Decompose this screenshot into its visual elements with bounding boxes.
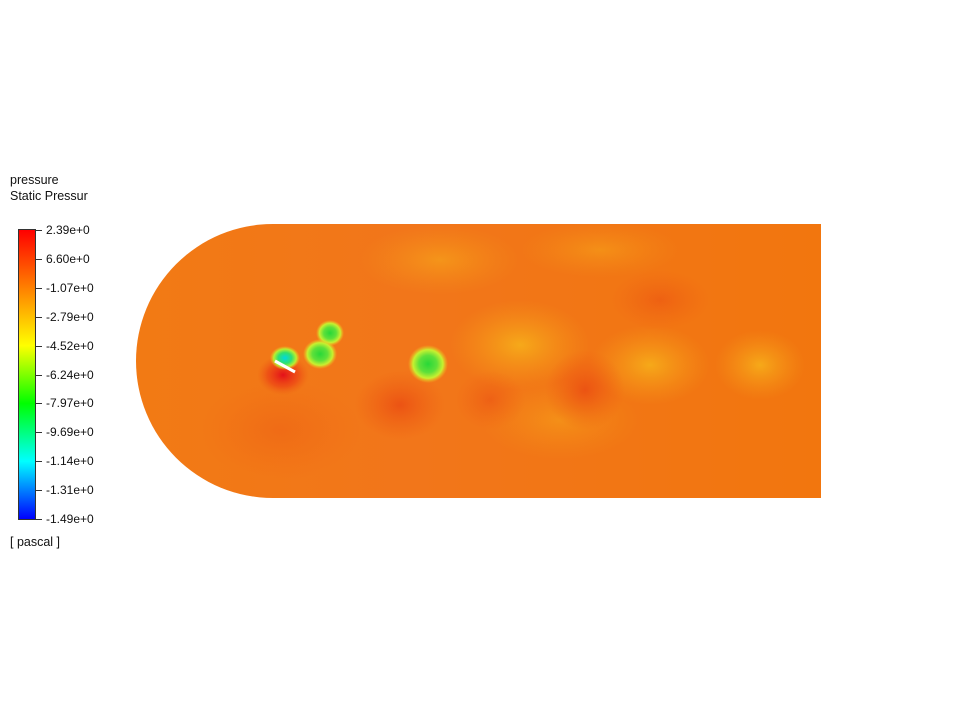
colorbar-tick [36, 258, 42, 260]
colorbar-tick [36, 461, 42, 463]
colorbar-tick-label: -1.14e+0 [46, 454, 94, 469]
colorbar-tick [36, 432, 42, 434]
colorbar-tick-label: -9.69e+0 [46, 425, 94, 440]
flow-domain [136, 224, 821, 498]
colorbar-tick-label: -1.31e+0 [46, 483, 94, 498]
legend-units: [ pascal ] [10, 535, 61, 549]
colorbar-tick-label: 2.39e+0 [46, 223, 90, 237]
colorbar-tick-label: -6.24e+0 [46, 367, 94, 382]
colorbar-legend: pressure Static Pressur 2.39e+0 6.60e+0 -1… [0, 0, 96, 720]
legend-variable-title: Static Pressur [10, 189, 88, 203]
colorbar-tick-label: -4.52e+0 [46, 338, 94, 353]
colorbar-tick [36, 287, 42, 289]
colorbar-tick [36, 230, 42, 231]
colorbar-tick-label: -7.97e+0 [46, 396, 94, 411]
colorbar-tick-label: -1.49e+0 [46, 512, 94, 526]
colorbar-tick-label: 6.60e+0 [46, 251, 90, 266]
colorbar-tick-label: -2.79e+0 [46, 309, 94, 324]
colorbar-tick [36, 374, 42, 376]
airfoil-plate [274, 359, 296, 374]
colorbar-tick-label: -1.07e+0 [46, 280, 94, 295]
colorbar-tick [36, 345, 42, 347]
colorbar-tick [36, 490, 42, 492]
legend-variable-name: pressure [10, 173, 59, 187]
colorbar-tick [36, 403, 42, 405]
colorbar-gradient [18, 229, 36, 520]
colorbar-tick [36, 316, 42, 318]
colorbar-tick [36, 519, 42, 520]
